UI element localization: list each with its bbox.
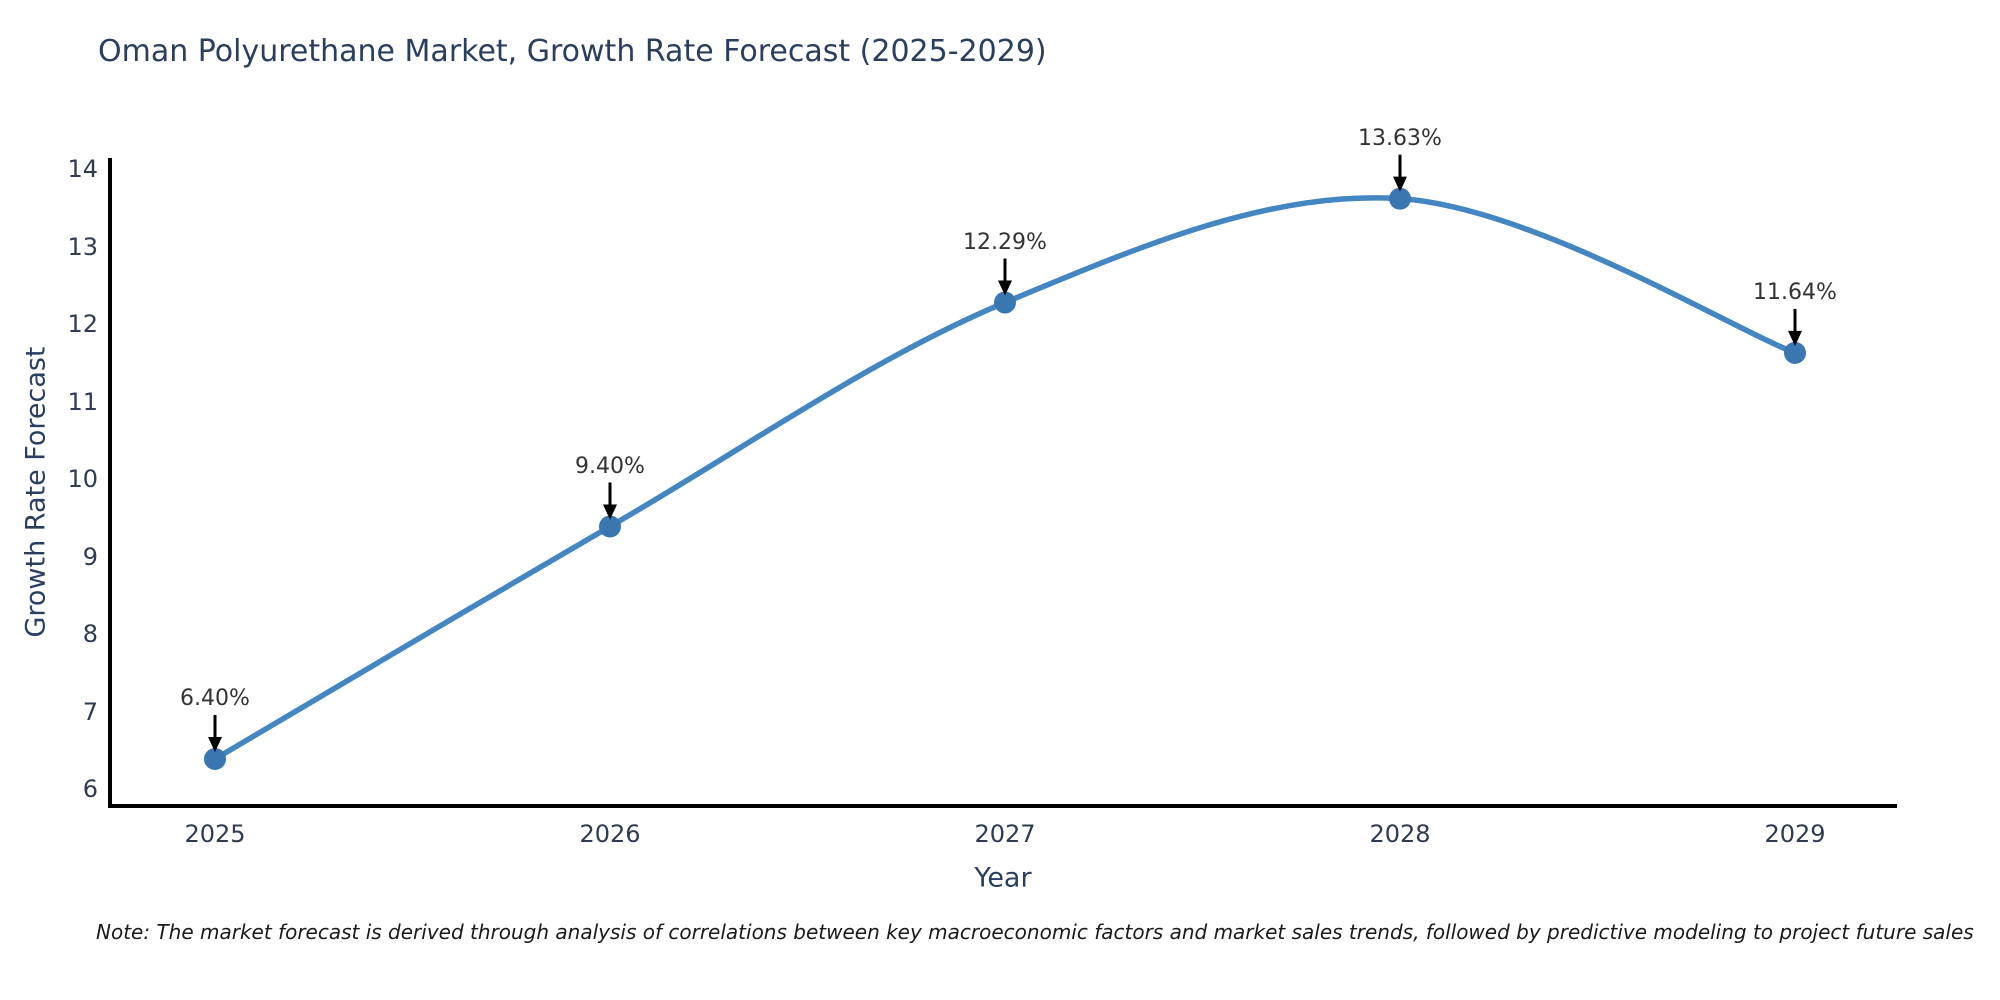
data-point-label: 13.63% bbox=[1358, 125, 1442, 151]
y-tick-label: 6 bbox=[82, 775, 98, 803]
annotation-arrowhead bbox=[208, 737, 222, 752]
y-tick-label: 12 bbox=[67, 310, 98, 338]
x-axis-title: Year bbox=[974, 862, 1032, 894]
y-tick-label: 14 bbox=[67, 155, 98, 183]
y-tick-label: 7 bbox=[82, 697, 98, 726]
data-point-marker bbox=[599, 515, 621, 538]
data-point-marker bbox=[1389, 187, 1411, 210]
note-text: Note: The market forecast is derived thr… bbox=[96, 920, 1974, 944]
annotation-arrowhead bbox=[998, 280, 1012, 296]
y-tick-label: 11 bbox=[67, 387, 98, 416]
data-point-label: 6.40% bbox=[180, 686, 250, 711]
chart-title: Oman Polyurethane Market, Growth Rate Fo… bbox=[98, 34, 1047, 69]
y-tick-label: 13 bbox=[67, 232, 98, 261]
data-point-label: 11.64% bbox=[1753, 279, 1837, 305]
annotation-arrowhead bbox=[1788, 330, 1802, 346]
data-point-marker bbox=[1784, 341, 1806, 364]
data-point-marker bbox=[204, 748, 226, 770]
annotation-arrowhead bbox=[603, 504, 617, 520]
data-point-label: 9.40% bbox=[575, 453, 645, 479]
data-point-label: 12.29% bbox=[963, 229, 1047, 255]
x-tick-label: 2028 bbox=[1369, 820, 1431, 848]
y-tick-label: 9 bbox=[82, 542, 98, 571]
x-tick-label: 2027 bbox=[974, 820, 1036, 848]
x-tick-label: 2029 bbox=[1764, 820, 1826, 848]
x-tick-label: 2025 bbox=[184, 820, 246, 848]
y-tick-label: 8 bbox=[82, 620, 98, 648]
data-point-marker bbox=[994, 291, 1016, 314]
x-tick-label: 2026 bbox=[579, 820, 641, 848]
annotation-arrowhead bbox=[1393, 176, 1407, 192]
y-tick-label: 10 bbox=[67, 465, 98, 493]
